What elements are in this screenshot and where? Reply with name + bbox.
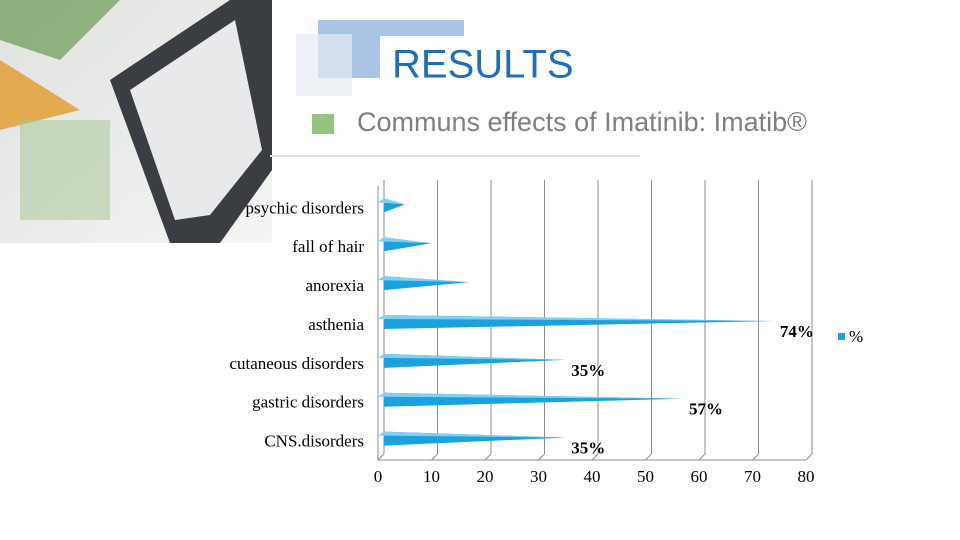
bar-top: [378, 198, 405, 205]
x-tick-label: 10: [423, 467, 440, 486]
y-tick-label: anorexia: [305, 276, 364, 295]
y-tick-label: fall of hair: [292, 237, 364, 256]
y-tick-label: asthenia: [308, 315, 364, 334]
legend-label: %: [849, 327, 863, 346]
slide-subtitle: Communs effects of Imatinib: Imatib®: [357, 107, 807, 137]
bar-top: [378, 237, 432, 244]
grid-floor: [377, 453, 385, 461]
grid-floor: [805, 453, 813, 461]
x-tick-label: 50: [637, 467, 654, 486]
grid-floor: [484, 453, 492, 461]
decor-box: [296, 34, 352, 96]
decor-square: [312, 114, 334, 134]
grid-floor: [645, 453, 652, 461]
value-label: 35%: [571, 361, 605, 380]
grid-floor: [591, 453, 599, 461]
value-label: 35%: [571, 438, 605, 457]
value-label: 74%: [780, 322, 814, 341]
y-tick-label: psychic disorders: [245, 198, 364, 217]
bar-top: [378, 315, 774, 321]
x-tick-label: 70: [744, 467, 761, 486]
x-tick-label: 80: [798, 467, 815, 486]
slide-title: RESULTS: [392, 43, 574, 87]
decor-box: [380, 36, 600, 90]
grid-floor: [538, 453, 545, 461]
bar-top: [378, 276, 469, 283]
x-tick-label: 60: [691, 467, 708, 486]
x-tick-label: 40: [584, 467, 601, 486]
y-tick-label: CNS.disorders: [264, 431, 364, 450]
grid-floor: [752, 453, 759, 461]
x-tick-label: 30: [530, 467, 547, 486]
x-tick-label: 0: [374, 467, 383, 486]
legend-swatch: [838, 333, 845, 340]
y-tick-label: gastric disorders: [252, 393, 364, 412]
bar-top: [378, 353, 566, 360]
grid-floor: [698, 453, 706, 461]
y-tick-label: cutaneous disorders: [229, 354, 364, 373]
bar-top: [378, 431, 566, 438]
x-tick-label: 20: [477, 467, 494, 486]
photo: [0, 0, 272, 243]
chart: 0 10 20 30 40 50 60 70 80 psychic disorders fall o…: [229, 180, 863, 486]
bar-top: [378, 392, 683, 399]
grid-floor: [431, 453, 438, 461]
value-label: 57%: [689, 400, 723, 419]
